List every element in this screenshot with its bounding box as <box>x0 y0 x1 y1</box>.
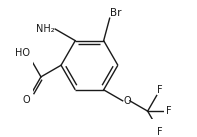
Text: F: F <box>157 85 163 95</box>
Text: NH₂: NH₂ <box>36 24 55 34</box>
Text: F: F <box>166 106 172 116</box>
Text: HO: HO <box>15 48 30 58</box>
Text: F: F <box>157 127 163 137</box>
Text: O: O <box>22 95 30 105</box>
Text: Br: Br <box>110 8 122 18</box>
Text: O: O <box>123 96 131 106</box>
